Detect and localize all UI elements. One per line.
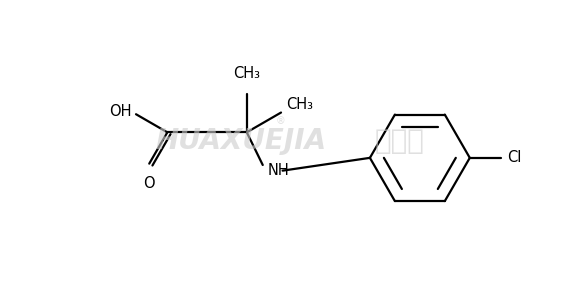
Text: O: O: [143, 176, 155, 191]
Text: OH: OH: [109, 104, 131, 119]
Text: Cl: Cl: [507, 150, 521, 165]
Text: CH₃: CH₃: [233, 66, 260, 81]
Text: NH: NH: [267, 163, 289, 178]
Text: ®: ®: [276, 116, 286, 126]
Text: 化学加: 化学加: [375, 127, 425, 155]
Text: CH₃: CH₃: [286, 96, 313, 112]
Text: HUAXUEJIA: HUAXUEJIA: [155, 127, 327, 155]
